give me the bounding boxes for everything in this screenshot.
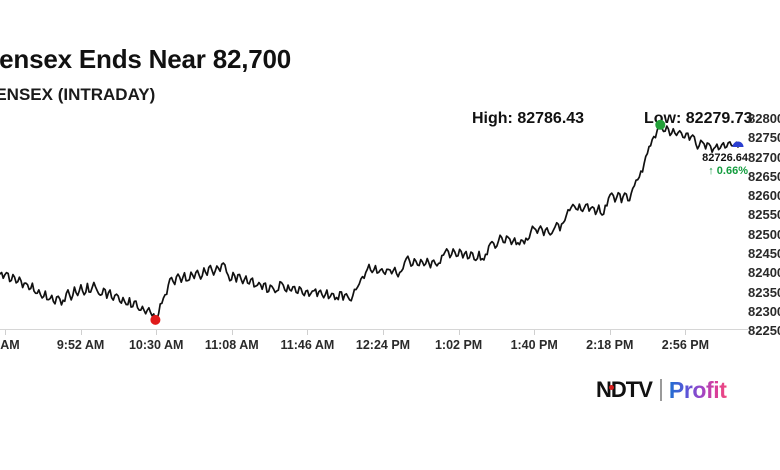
logo-divider: [659, 379, 662, 401]
x-axis-tick-mark: [383, 330, 384, 335]
x-axis-tick-label: 10:30 AM: [128, 338, 184, 352]
page-title: Sensex Ends Near 82,700: [0, 44, 292, 74]
y-axis-tick: 82400: [748, 265, 780, 281]
ndtv-red-dot-icon: [609, 385, 614, 390]
x-axis-tick-mark: [231, 330, 233, 335]
ndtv-wordmark: NDTV: [596, 377, 653, 402]
x-axis-tick-mark: [307, 330, 309, 335]
y-axis-tick: 82300: [748, 303, 780, 319]
x-axis-tick-label: 1:02 PM: [434, 338, 483, 352]
x-axis-tick-mark: [685, 330, 687, 335]
last-price-value: 82726.64: [702, 152, 748, 164]
last-price-callout: 82726.64 ↑ 0.66%: [686, 152, 748, 178]
y-axis-tick: 82600: [748, 188, 780, 204]
y-axis-tick: 82350: [748, 284, 780, 300]
y-axis-tick: 82750: [748, 130, 780, 146]
price-line: [0, 123, 739, 321]
low-value-label: Low: 82279.73: [644, 110, 753, 127]
x-axis-tick-mark: [5, 330, 6, 335]
x-axis-tick-mark: [609, 330, 611, 335]
x-axis-tick-mark: [156, 330, 158, 335]
x-axis-tick-label: 9:52 AM: [56, 338, 105, 352]
y-axis-tick: 82650: [748, 168, 780, 184]
y-axis-tick: 82550: [748, 207, 780, 223]
x-axis-line: [0, 329, 748, 330]
y-axis-tick: 82450: [748, 245, 780, 261]
y-axis-tick: 82250: [748, 323, 780, 338]
x-axis-tick-label: 11:46 AM: [280, 338, 335, 352]
chart-svg: [0, 119, 744, 325]
x-axis: 5 AM 9:52 AM 10:30 AM 11:08 AM 11:46 AM 12:24…: [0, 330, 748, 356]
intraday-line-chart: [0, 118, 744, 330]
x-axis-tick-mark: [80, 330, 82, 335]
last-marker-dot: [732, 141, 744, 147]
x-axis-tick-mark: [534, 330, 536, 335]
last-price-change: ↑ 0.66%: [708, 165, 748, 177]
ndtv-profit-logo: NDTV Profit: [596, 377, 727, 403]
low-marker-dot: [150, 314, 161, 325]
chart-subtitle: SENSEX (INTRADAY): [0, 85, 156, 104]
high-marker-dot: [655, 119, 666, 130]
x-axis-tick-label: 2:56 PM: [661, 338, 710, 352]
x-axis-tick-label: 12:24 PM: [355, 338, 411, 352]
x-axis-tick-label: 11:08 AM: [204, 338, 259, 352]
high-value-label: High: 82786.43: [472, 110, 585, 127]
x-axis-tick-label: 5 AM: [0, 338, 20, 352]
y-axis-tick: 82700: [748, 149, 780, 165]
x-axis-tick-label: 2:18 PM: [586, 338, 634, 352]
x-axis-tick-mark: [458, 330, 460, 335]
x-axis-tick-label: 1:40 PM: [510, 338, 558, 352]
profit-wordmark: Profit: [668, 376, 727, 403]
y-axis-tick: 82500: [748, 226, 780, 242]
y-axis-tick: 82800: [748, 111, 780, 126]
